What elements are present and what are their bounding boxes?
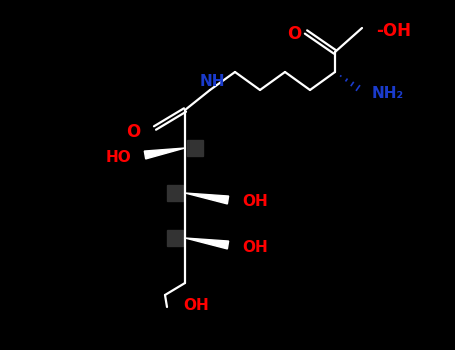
Polygon shape [167,185,183,201]
Text: -OH: -OH [376,22,411,40]
Text: HO: HO [105,149,131,164]
Text: O: O [287,25,301,43]
Polygon shape [167,230,183,246]
Text: OH: OH [242,195,268,210]
Text: NH₂: NH₂ [372,86,404,102]
Text: OH: OH [242,239,268,254]
Polygon shape [187,140,203,156]
Polygon shape [144,148,185,159]
Polygon shape [185,193,229,204]
Text: OH: OH [183,298,209,313]
Text: NH: NH [199,75,225,90]
Text: O: O [126,123,140,141]
Polygon shape [185,238,229,249]
